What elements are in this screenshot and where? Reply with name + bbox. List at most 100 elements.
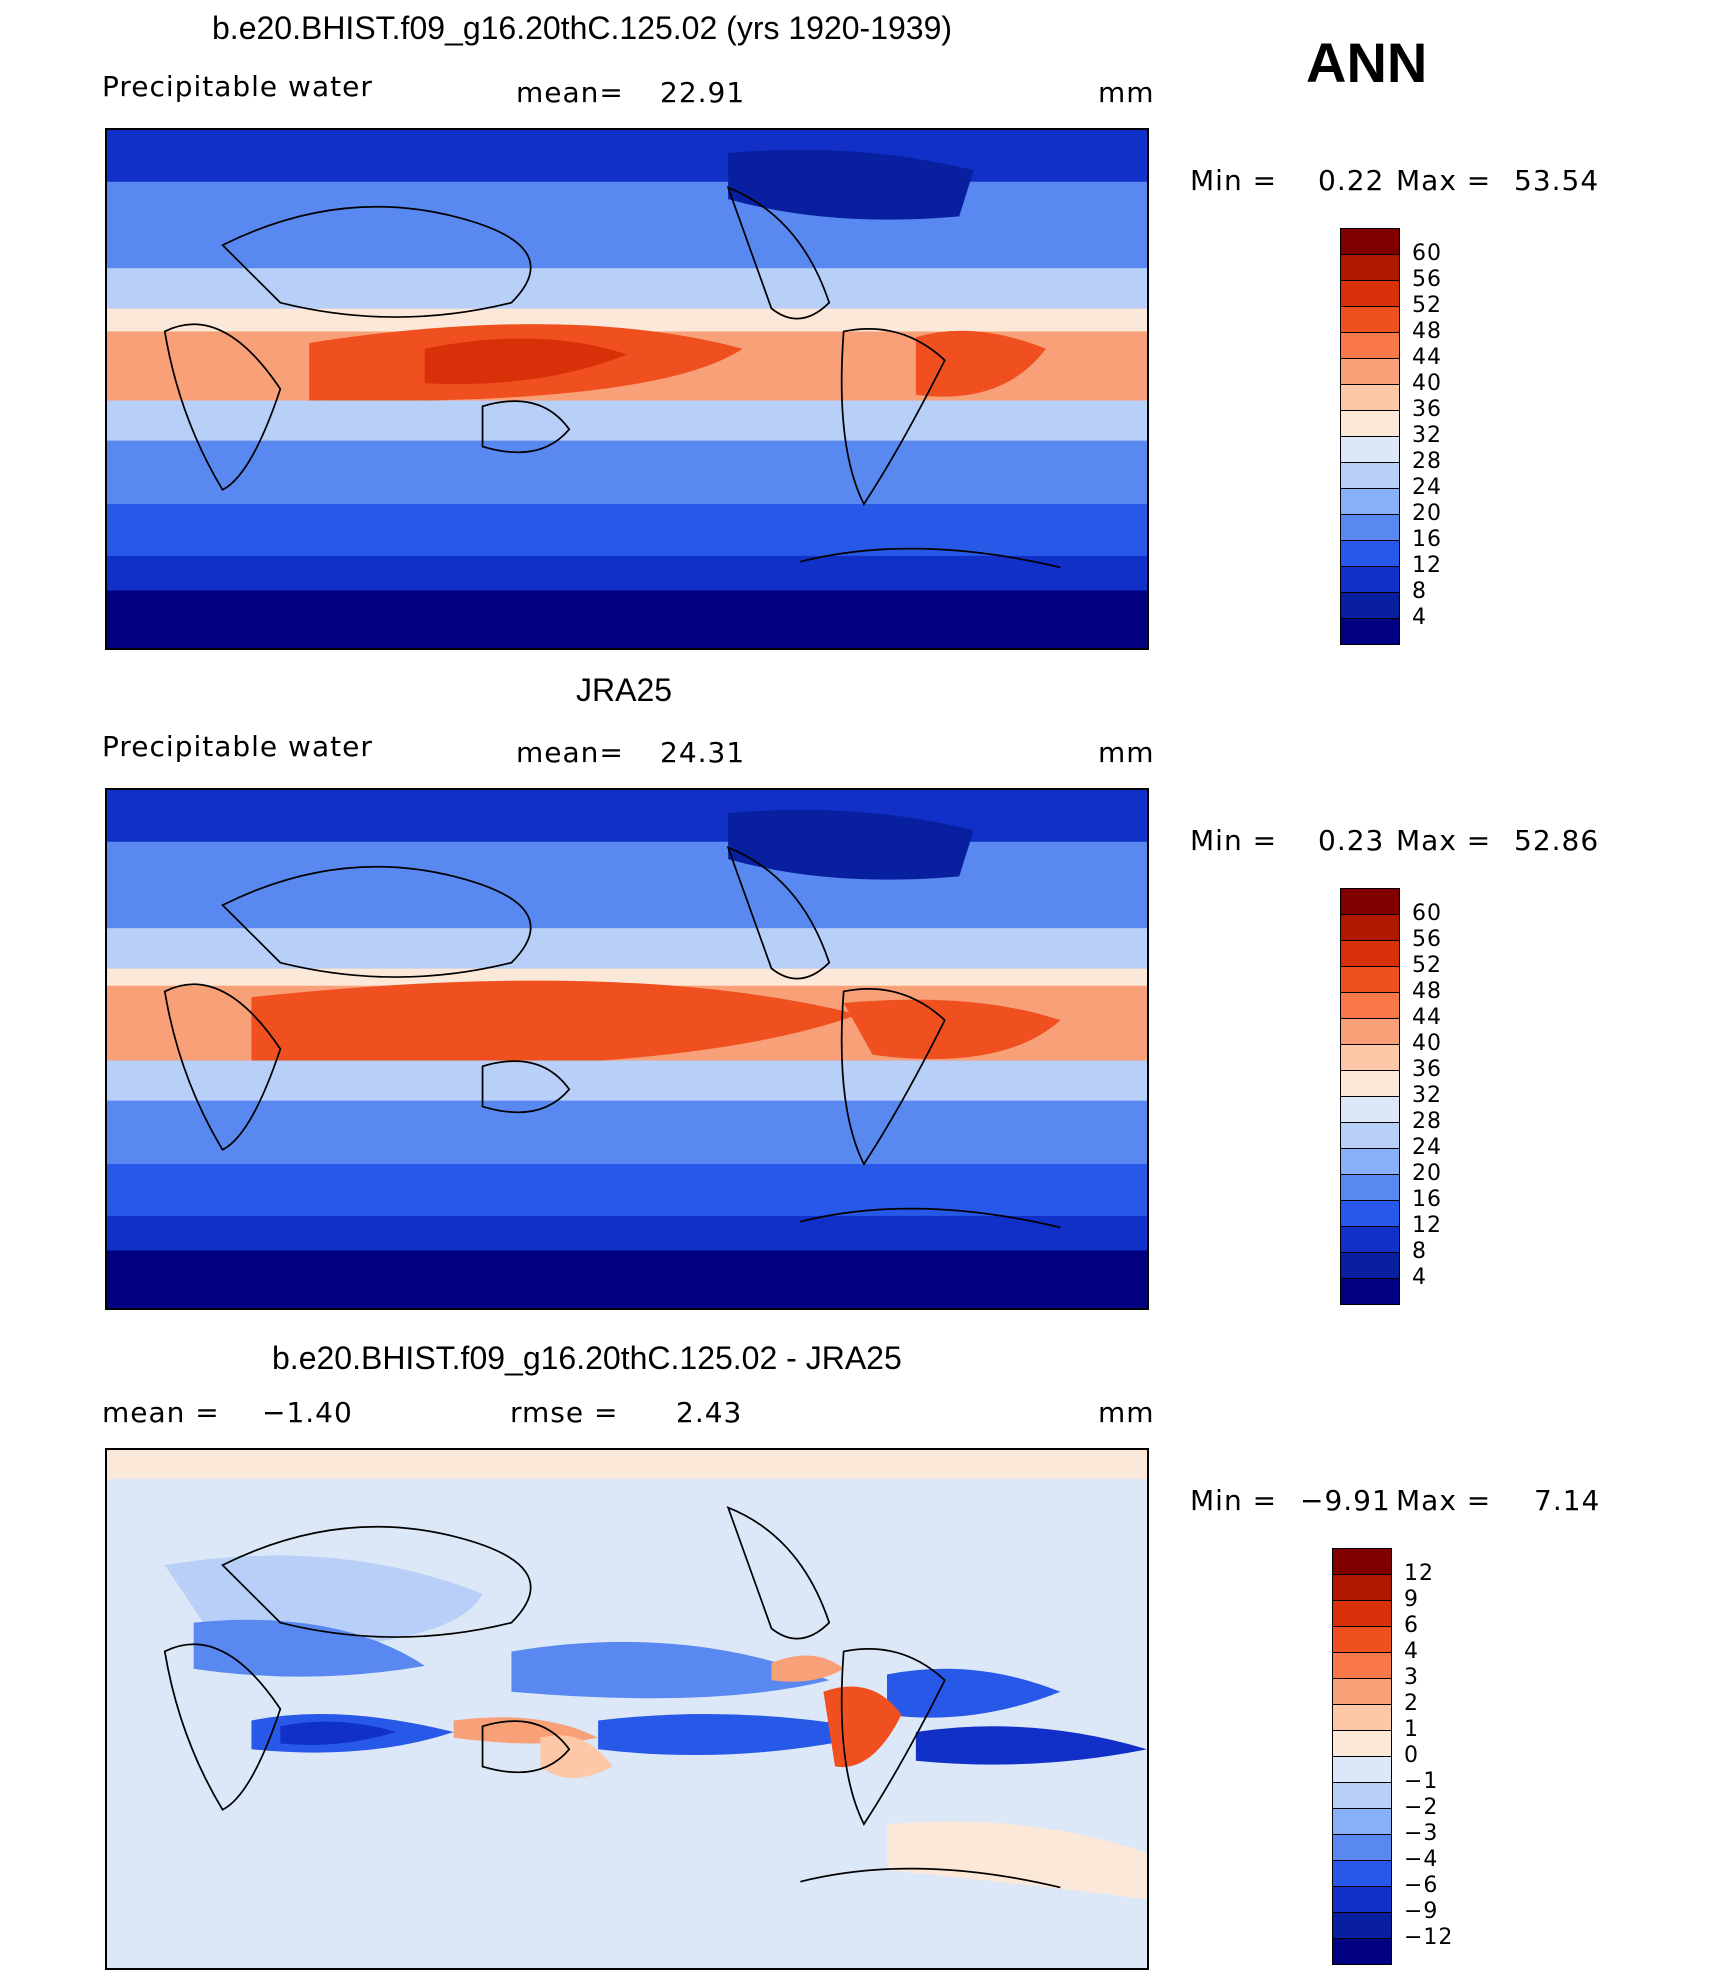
colorbar-swatch xyxy=(1340,966,1400,993)
colorbar-tick-label: −2 xyxy=(1404,1795,1439,1820)
colorbar-swatch xyxy=(1340,228,1400,255)
colorbar-swatch xyxy=(1340,540,1400,567)
colorbar-tick-label: 44 xyxy=(1412,345,1442,370)
colorbar-swatch xyxy=(1332,1730,1392,1757)
colorbar-swatch xyxy=(1340,410,1400,437)
panel3-max-value: 7.14 xyxy=(1534,1484,1601,1517)
colorbar-swatch xyxy=(1340,1226,1400,1253)
colorbar-swatch xyxy=(1340,1096,1400,1123)
colorbar-swatch xyxy=(1340,462,1400,489)
colorbar-swatch xyxy=(1340,1018,1400,1045)
colorbar-swatch xyxy=(1340,384,1400,411)
colorbar-swatch xyxy=(1332,1782,1392,1809)
colorbar-tick-label: 20 xyxy=(1412,501,1442,526)
panel2-min-value: 0.23 xyxy=(1318,824,1385,857)
colorbar-swatch xyxy=(1332,1756,1392,1783)
colorbar-swatch xyxy=(1332,1704,1392,1731)
panel1-map xyxy=(105,128,1149,650)
colorbar-swatch xyxy=(1332,1626,1392,1653)
panel3-mean-label: mean = xyxy=(102,1396,220,1429)
colorbar-swatch xyxy=(1340,1174,1400,1201)
colorbar-tick-label: 4 xyxy=(1412,1265,1427,1290)
colorbar-tick-label: 8 xyxy=(1412,579,1427,604)
colorbar-tick-label: 28 xyxy=(1412,1109,1442,1134)
colorbar-tick-label: −4 xyxy=(1404,1847,1439,1872)
colorbar-swatch xyxy=(1332,1912,1392,1939)
colorbar-tick-label: 52 xyxy=(1412,293,1442,318)
panel1-min-label: Min = xyxy=(1190,164,1278,197)
colorbar-tick-label: −6 xyxy=(1404,1873,1439,1898)
panel2-field xyxy=(107,790,1147,1308)
panel2-max-label: Max = xyxy=(1396,824,1492,857)
colorbar-tick-label: 1 xyxy=(1404,1717,1419,1742)
colorbar-swatch xyxy=(1332,1678,1392,1705)
colorbar-tick-label: 3 xyxy=(1404,1665,1419,1690)
panel3-min-label: Min = xyxy=(1190,1484,1278,1517)
panel2-map xyxy=(105,788,1149,1310)
colorbar-swatch xyxy=(1332,1886,1392,1913)
panel3-mean-value: −1.40 xyxy=(262,1396,353,1429)
colorbar-tick-label: −1 xyxy=(1404,1769,1439,1794)
panel2-units: mm xyxy=(1098,736,1155,769)
colorbar-swatch xyxy=(1340,1252,1400,1279)
colorbar-tick-label: 40 xyxy=(1412,371,1442,396)
panel1-mean-value: 22.91 xyxy=(660,76,746,109)
panel2-max-value: 52.86 xyxy=(1514,824,1600,857)
colorbar-swatch xyxy=(1332,1834,1392,1861)
panel3-rmse-label: rmse = xyxy=(510,1396,619,1429)
panel2-min-label: Min = xyxy=(1190,824,1278,857)
colorbar-tick-label: 60 xyxy=(1412,901,1442,926)
colorbar-tick-label: 6 xyxy=(1404,1613,1419,1638)
colorbar-swatch xyxy=(1332,1574,1392,1601)
panel3-field xyxy=(107,1450,1147,1968)
panel1-field xyxy=(107,130,1147,648)
colorbar-swatch xyxy=(1340,592,1400,619)
panel2-title: JRA25 xyxy=(576,672,673,708)
colorbar-tick-label: 40 xyxy=(1412,1031,1442,1056)
colorbar-tick-label: 56 xyxy=(1412,267,1442,292)
colorbar-tick-label: 8 xyxy=(1412,1239,1427,1264)
panel3-colorbar: 12 9 6 4 3 2 1 0 −1 −2 −3 −4 −6 −9 −12 xyxy=(1332,1548,1452,1965)
colorbar-tick-label: 48 xyxy=(1412,319,1442,344)
colorbar-swatch xyxy=(1340,940,1400,967)
panel2-colorbar: 60 56 52 48 44 40 36 32 28 24 20 16 12 8 4 xyxy=(1340,888,1441,1305)
colorbar-swatch xyxy=(1340,1278,1400,1305)
colorbar-swatch xyxy=(1340,280,1400,307)
colorbar-tick-label: 36 xyxy=(1412,397,1442,422)
panel3-title: b.e20.BHIST.f09_g16.20thC.125.02 - JRA25 xyxy=(272,1340,902,1376)
colorbar-swatch xyxy=(1340,436,1400,463)
panel2-mean-value: 24.31 xyxy=(660,736,746,769)
colorbar-tick-label: 52 xyxy=(1412,953,1442,978)
colorbar-tick-label: 48 xyxy=(1412,979,1442,1004)
colorbar-swatch xyxy=(1340,514,1400,541)
colorbar-tick-label: 2 xyxy=(1404,1691,1419,1716)
colorbar-swatch xyxy=(1340,992,1400,1019)
colorbar-tick-label: 28 xyxy=(1412,449,1442,474)
panel1-title: b.e20.BHIST.f09_g16.20thC.125.02 (yrs 19… xyxy=(212,10,953,46)
colorbar-tick-label: 56 xyxy=(1412,927,1442,952)
colorbar-tick-label: 12 xyxy=(1404,1561,1434,1586)
colorbar-swatch xyxy=(1340,332,1400,359)
panel3-map xyxy=(105,1448,1149,1970)
colorbar-swatch xyxy=(1340,1122,1400,1149)
colorbar-swatch xyxy=(1332,1860,1392,1887)
colorbar-tick-label: −3 xyxy=(1404,1821,1439,1846)
panel2-mean-label: mean= xyxy=(516,736,624,769)
panel1-mean-label: mean= xyxy=(516,76,624,109)
panel3-max-label: Max = xyxy=(1396,1484,1492,1517)
colorbar-tick-label: −12 xyxy=(1404,1925,1454,1950)
colorbar-tick-label: 4 xyxy=(1404,1639,1419,1664)
colorbar-swatch xyxy=(1340,306,1400,333)
colorbar-tick-label: 32 xyxy=(1412,1083,1442,1108)
colorbar-tick-label: 24 xyxy=(1412,1135,1442,1160)
colorbar-swatch xyxy=(1332,1808,1392,1835)
colorbar-tick-label: 12 xyxy=(1412,1213,1442,1238)
panel1-colorbar: 60 56 52 48 44 40 36 32 28 24 20 16 12 8 4 xyxy=(1340,228,1441,645)
colorbar-swatch xyxy=(1340,488,1400,515)
colorbar-swatch xyxy=(1340,1200,1400,1227)
colorbar-tick-label: 36 xyxy=(1412,1057,1442,1082)
colorbar-swatch xyxy=(1340,254,1400,281)
colorbar-tick-label: 60 xyxy=(1412,241,1442,266)
panel1-min-value: 0.22 xyxy=(1318,164,1385,197)
panel3-min-value: −9.91 xyxy=(1300,1484,1391,1517)
